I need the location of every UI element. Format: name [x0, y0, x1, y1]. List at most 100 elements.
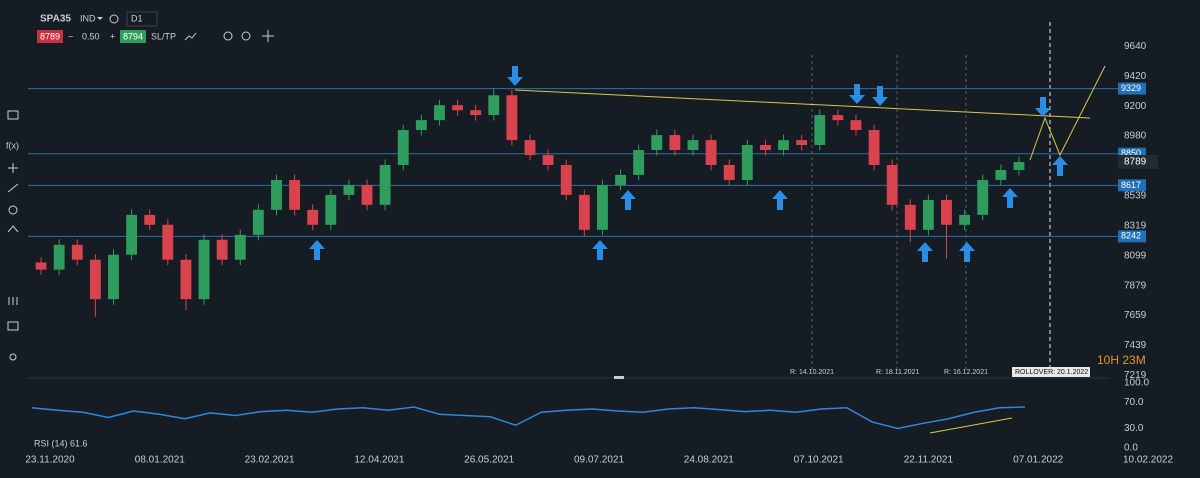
candle-body: [361, 184, 373, 205]
y-tick-label: 9200: [1124, 101, 1147, 112]
zoom-in-icon[interactable]: [241, 31, 251, 41]
trend-line[interactable]: [514, 89, 1091, 119]
y-tick-label: 8980: [1124, 131, 1147, 142]
toolbar: SPA35 IND D1 8789 − 0.50 + 8794 SL/TP: [37, 11, 274, 43]
tool-icon[interactable]: [9, 353, 17, 361]
candle-body: [144, 214, 156, 225]
tool-icon[interactable]: [7, 183, 19, 193]
candle-body: [886, 164, 898, 205]
candle-body: [307, 209, 319, 225]
tool-icon[interactable]: [8, 163, 18, 173]
y-tick-label: 9420: [1124, 71, 1147, 82]
candle-body: [470, 110, 482, 116]
clock-icon[interactable]: [109, 14, 119, 24]
level-box: [1118, 230, 1146, 243]
tool-icon[interactable]: [7, 321, 19, 331]
y-tick-label: 9640: [1124, 41, 1147, 52]
candle-body: [832, 115, 844, 121]
tool-icon[interactable]: [8, 297, 18, 305]
dropdown[interactable]: [97, 17, 103, 20]
candle-body: [379, 164, 391, 205]
candle-body: [778, 140, 789, 151]
x-tick-label: 08.01.2021: [135, 455, 185, 466]
candle-body: [415, 120, 427, 131]
last-price: 8789: [1124, 157, 1147, 168]
candle-body: [524, 140, 536, 156]
candle-body: [597, 184, 608, 230]
candle-body: [922, 199, 934, 230]
sell-box[interactable]: [37, 30, 63, 43]
x-tick-label: 12.04.2021: [354, 455, 404, 466]
rollover-label: ROLLOVER: 20.1.2022: [1015, 369, 1088, 376]
candle-body: [289, 179, 301, 210]
tool-icon[interactable]: [7, 110, 19, 120]
ask[interactable]: 8794: [123, 31, 143, 41]
candle-body: [687, 140, 699, 151]
candle-body: [216, 239, 228, 260]
candle-body: [941, 199, 952, 225]
x-tick-label: 22.11.2021: [904, 455, 954, 466]
x-tick-label: 23.02.2021: [245, 455, 295, 466]
candle-body: [669, 135, 681, 151]
candle-body: [108, 254, 119, 300]
drawings: [309, 65, 1106, 434]
candle-body: [35, 262, 47, 270]
y-tick-label: 70.0: [1124, 397, 1144, 408]
candle-body: [850, 120, 862, 131]
buy-box[interactable]: [120, 30, 146, 43]
rollover-box: [1012, 367, 1090, 377]
candle-body: [343, 184, 355, 195]
candle-body: [325, 194, 337, 225]
candle-body: [252, 209, 264, 235]
minus[interactable]: −: [68, 31, 73, 41]
x-tick-label: 10.02.2022: [1123, 455, 1173, 466]
candle-body: [1013, 161, 1025, 171]
chart-type-icon[interactable]: [184, 32, 197, 41]
x-tick-label: 23.11.2020: [25, 455, 75, 466]
symbol[interactable]: SPA35: [40, 14, 71, 25]
candle-body: [89, 259, 101, 300]
level-box: [1118, 179, 1146, 192]
candle-body: [904, 204, 916, 230]
y-tick-label: 8539: [1124, 191, 1147, 202]
level-label: 8850: [1121, 148, 1141, 158]
candle-body: [506, 95, 518, 141]
y-tick-label: 7879: [1124, 280, 1147, 291]
countdown: 10H 23M: [1097, 353, 1146, 367]
tool-icon[interactable]: f(x): [6, 140, 19, 150]
y-tick-label: 7219: [1124, 370, 1147, 381]
level-label: 8242: [1121, 231, 1141, 241]
move-icon[interactable]: [262, 30, 274, 42]
plus[interactable]: +: [110, 31, 115, 41]
y-tick-label: 30.0: [1124, 423, 1144, 434]
tool-icon[interactable]: [7, 225, 19, 233]
rollover-lines: [811, 22, 1051, 370]
y-tick-label: 7439: [1124, 340, 1147, 351]
tool-icon[interactable]: [8, 205, 18, 215]
candle-body: [126, 214, 138, 255]
candle-body: [705, 140, 717, 165]
sltp[interactable]: SL/TP: [151, 31, 176, 41]
timeframe-box[interactable]: [126, 11, 158, 27]
y-tick-label: 8319: [1124, 221, 1147, 232]
bid[interactable]: 8789: [40, 31, 60, 41]
candle-body: [198, 239, 210, 300]
level-label: 9329: [1121, 83, 1141, 93]
candle-body: [578, 194, 590, 230]
rollover-label: R: 16.12.2021: [944, 369, 988, 376]
rsi-divergence[interactable]: [929, 417, 1013, 434]
projection[interactable]: [1029, 65, 1106, 161]
rollover-label: R: 14.10.2021: [790, 369, 834, 376]
candle-body: [560, 164, 572, 195]
y-tick-label: 7659: [1124, 310, 1147, 321]
x-tick-label: 24.08.2021: [684, 455, 734, 466]
candle-body: [651, 135, 663, 151]
candle-body: [977, 179, 989, 215]
timeframe[interactable]: D1: [131, 13, 143, 23]
rsi-title: RSI (14) 61.6: [34, 438, 88, 448]
x-tick-label: 26.05.2021: [464, 455, 514, 466]
pane-resizer[interactable]: [614, 376, 624, 379]
candle-body: [723, 164, 735, 180]
candle-body: [53, 244, 65, 270]
zoom-out-icon[interactable]: [223, 31, 233, 41]
